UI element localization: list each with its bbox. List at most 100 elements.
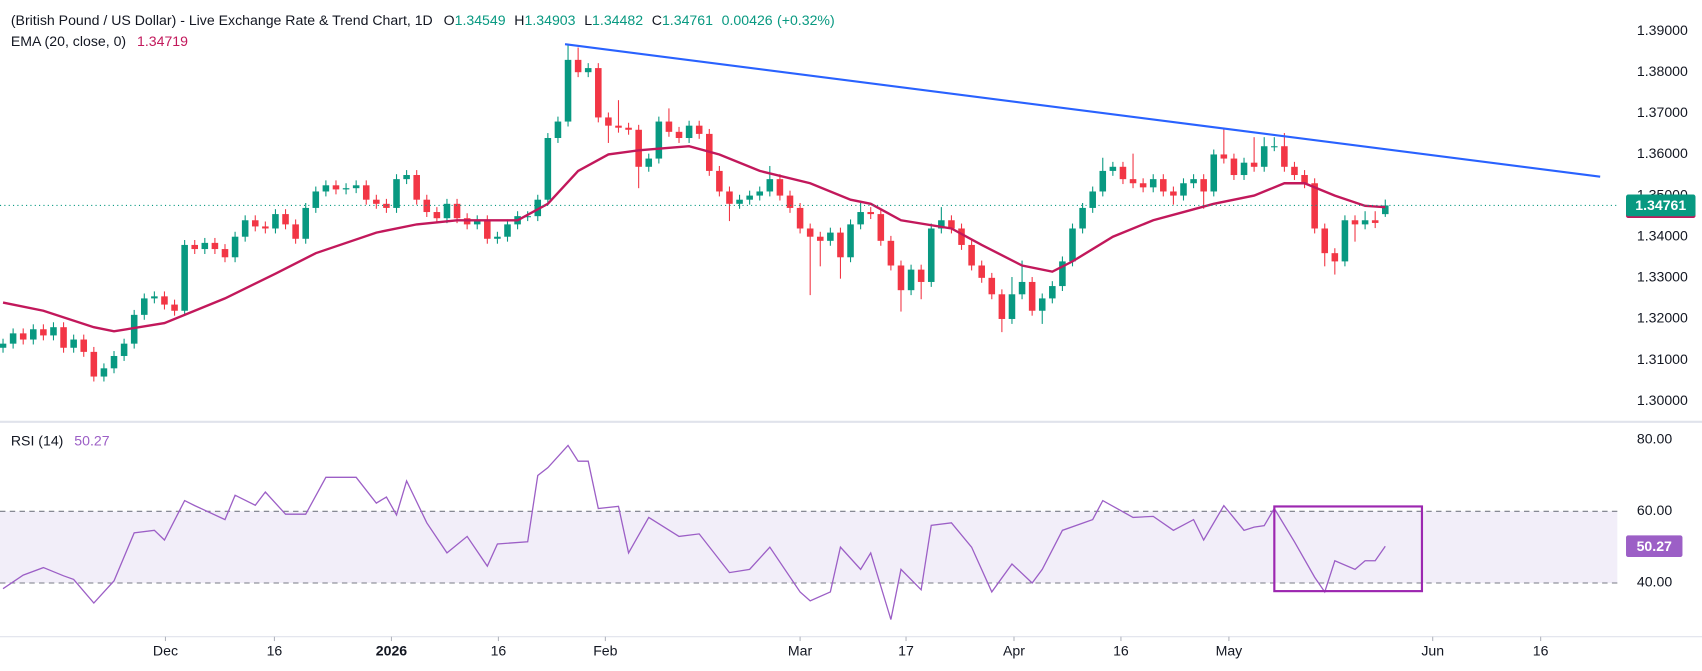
candle-body: [312, 191, 320, 208]
change-percent: (+0.32%): [777, 12, 835, 28]
y-tick-label: 1.39000: [1637, 22, 1688, 38]
candle-body: [695, 125, 703, 134]
candle-body: [302, 207, 309, 239]
axes: 1.390001.380001.370001.360001.350001.340…: [153, 22, 1696, 659]
candle-body: [494, 236, 501, 239]
candle-body: [635, 129, 642, 167]
candle-body: [615, 125, 622, 128]
candle-body: [1180, 183, 1187, 196]
x-tick-label: Jun: [1421, 643, 1444, 659]
price-pane: [0, 43, 1618, 382]
rsi-value: 50.27: [74, 432, 109, 448]
candle-body: [1129, 179, 1137, 184]
rsi-badge-label: 50.27: [1637, 538, 1672, 554]
candle-body: [100, 368, 108, 377]
candle-body: [948, 220, 955, 229]
candle-body: [201, 242, 209, 250]
candle-body: [847, 224, 854, 258]
candle-body: [403, 175, 410, 180]
candle-body: [1028, 281, 1036, 311]
candle-body: [373, 199, 380, 204]
candle-body: [1220, 154, 1228, 159]
candle-body: [746, 195, 753, 200]
candle-body: [1049, 286, 1056, 299]
candle-body: [60, 327, 67, 348]
x-tick-label: 16: [491, 643, 507, 659]
candle-body: [473, 220, 481, 225]
candle-body: [857, 212, 864, 225]
x-tick-label: 2026: [376, 643, 408, 659]
ohlc-key: C: [652, 12, 662, 28]
rsi-line: [2, 444, 1386, 620]
candle-body: [1361, 220, 1369, 225]
y-tick-label: 1.32000: [1637, 310, 1688, 326]
candle-body: [140, 298, 148, 315]
candle-body: [524, 216, 531, 218]
ohlc-key: L: [584, 12, 592, 28]
candle-body: [413, 175, 420, 200]
candle-body: [1210, 154, 1218, 192]
candle-body: [0, 343, 7, 348]
candle-body: [655, 121, 663, 159]
rsi-tick-label: 80.00: [1637, 430, 1672, 446]
candle-body: [645, 158, 653, 167]
price-badge-label: 1.34761: [1635, 197, 1686, 213]
candle-body: [1119, 166, 1127, 180]
candle-body: [433, 212, 441, 219]
candle-body: [776, 179, 784, 196]
candle-body: [554, 121, 562, 139]
rsi-background: [0, 510, 1618, 584]
candle-body: [70, 339, 77, 348]
candle-body: [292, 224, 299, 239]
candle-body: [1038, 298, 1046, 311]
candle-body: [786, 195, 794, 208]
candle-body: [716, 170, 723, 192]
candle-body: [352, 185, 360, 189]
candle-body: [393, 179, 400, 208]
candle-body: [605, 117, 612, 126]
ema-legend: EMA (20, close, 0) 1.34719: [11, 33, 188, 49]
candle-body: [1341, 220, 1349, 262]
x-tick-label: 17: [898, 643, 914, 659]
y-tick-label: 1.30000: [1637, 392, 1688, 408]
trendline: [564, 43, 1601, 178]
x-tick-label: 16: [1113, 643, 1129, 659]
ohlc-key: H: [514, 12, 524, 28]
candle-body: [827, 232, 834, 241]
symbol-title: (British Pound / US Dollar) - Live Excha…: [11, 12, 433, 28]
candle-body: [675, 131, 683, 139]
candle-body: [1069, 228, 1076, 262]
y-tick-label: 1.33000: [1637, 269, 1688, 285]
highlight-box: [1273, 505, 1424, 593]
y-tick-label: 1.34000: [1637, 227, 1688, 243]
candle-body: [796, 207, 804, 229]
ema-value: 1.34719: [137, 33, 188, 49]
legend: (British Pound / US Dollar) - Live Excha…: [11, 12, 835, 448]
y-tick-label: 1.31000: [1637, 351, 1688, 367]
candle-body: [917, 269, 925, 282]
candle-body: [504, 224, 511, 237]
x-tick-label: Dec: [153, 643, 178, 659]
candle-body: [1301, 175, 1308, 184]
candle-body: [665, 121, 673, 132]
candle-body: [262, 226, 269, 229]
candle-body: [1089, 191, 1096, 208]
candle-body: [80, 339, 88, 352]
candle-body: [110, 355, 118, 369]
candle-body: [978, 265, 985, 278]
x-tick-label: Apr: [1003, 643, 1025, 659]
candle-body: [1291, 166, 1298, 176]
candle-body: [1250, 162, 1258, 167]
y-tick-label: 1.38000: [1637, 63, 1688, 79]
candle-body: [907, 269, 915, 291]
candle-body: [1351, 220, 1359, 225]
candle-body: [50, 327, 57, 336]
candle-body: [1149, 179, 1157, 188]
candle-body: [120, 343, 128, 356]
candle-body: [1059, 261, 1066, 287]
rsi-tick-label: 40.00: [1637, 574, 1672, 590]
candle-body: [90, 351, 98, 377]
candle-body: [1109, 166, 1117, 171]
